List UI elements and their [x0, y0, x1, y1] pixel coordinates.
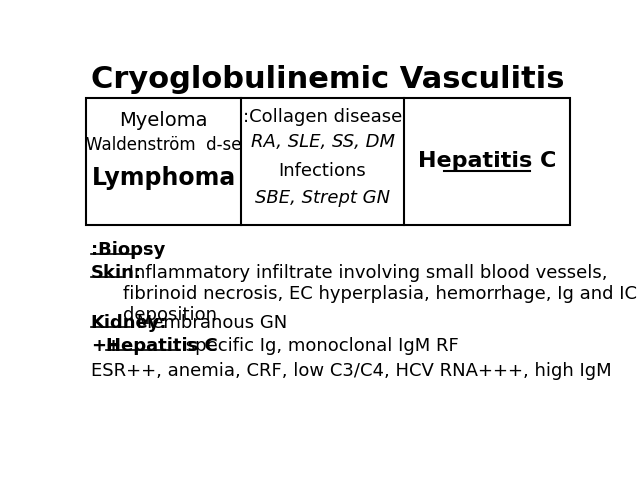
Text: ++: ++	[91, 337, 121, 355]
Text: specific Ig, monoclonal IgM RF: specific Ig, monoclonal IgM RF	[180, 337, 459, 355]
Text: :Collagen disease: :Collagen disease	[243, 108, 402, 126]
Text: Hepatitis C: Hepatitis C	[418, 151, 556, 171]
Text: Membranous GN: Membranous GN	[131, 314, 287, 332]
Text: Lymphoma: Lymphoma	[92, 167, 236, 191]
Text: Inflammatory infiltrate involving small blood vessels,
fibrinoid necrosis, EC hy: Inflammatory infiltrate involving small …	[123, 264, 637, 324]
Text: :Biopsy: :Biopsy	[91, 241, 165, 259]
Bar	[86, 97, 570, 225]
Text: Waldenström  d-se: Waldenström d-se	[86, 136, 241, 155]
Text: SBE, Strept GN: SBE, Strept GN	[255, 189, 390, 207]
Text: Skin:: Skin:	[91, 264, 142, 282]
Text: Myeloma: Myeloma	[120, 111, 208, 130]
Text: Cryoglobulinemic Vasculitis: Cryoglobulinemic Vasculitis	[92, 65, 564, 94]
Text: Infections: Infections	[278, 162, 367, 180]
Text: RA, SLE, SS, DM: RA, SLE, SS, DM	[251, 133, 395, 151]
Text: Hepatitis C: Hepatitis C	[106, 337, 218, 355]
Text: ESR++, anemia, CRF, low C3/C4, HCV RNA+++, high IgM: ESR++, anemia, CRF, low C3/C4, HCV RNA++…	[91, 362, 611, 380]
Text: Kidney:: Kidney:	[91, 314, 168, 332]
